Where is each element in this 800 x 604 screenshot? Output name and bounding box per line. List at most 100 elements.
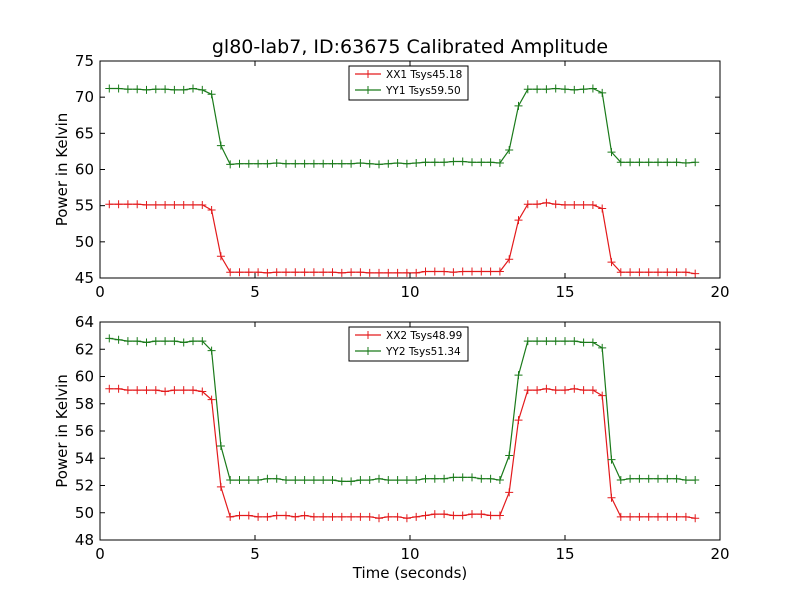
bottom-plot: 0 5 10 15 20 48 50 52 54 56 58 60 62 64 Power in Kelv… — [53, 313, 730, 582]
bottom-series-2-point — [216, 441, 225, 450]
bottom-series-2-point — [672, 474, 681, 483]
bottom-series-2-point — [170, 337, 179, 346]
top-series-1-point — [449, 268, 458, 277]
top-series-2-point — [282, 159, 290, 168]
top-series-2-point — [291, 159, 300, 168]
top-legend-xx1-marker — [364, 70, 372, 78]
top-series-1-point — [105, 200, 114, 209]
bottom-series-2-point — [644, 474, 653, 483]
bottom-series-1-point — [179, 386, 188, 395]
top-series-1-point — [114, 200, 123, 209]
bottom-series-2-point — [468, 473, 476, 482]
bottom-x-tick-label: 20 — [710, 545, 729, 563]
bottom-series-2-point — [402, 476, 411, 485]
top-series-2-point — [337, 159, 346, 168]
bottom-y-tick-label: 52 — [75, 477, 94, 495]
bottom-series-1-point — [626, 512, 635, 521]
top-series-1-point — [440, 267, 449, 276]
top-series-2-point — [105, 84, 114, 93]
top-series-2-point — [477, 158, 486, 167]
top-series-2-point — [356, 158, 365, 167]
top-plot: 0 5 10 15 20 45 50 55 60 65 70 75 Power in Kelvin X… — [53, 52, 730, 301]
top-series-2-point — [226, 160, 235, 169]
top-series-2-point — [458, 157, 467, 166]
bottom-series-2-point — [523, 337, 532, 346]
top-series-2-point — [691, 158, 700, 167]
top-series-2-point — [542, 85, 551, 94]
top-series-2-point — [393, 158, 402, 167]
bottom-series-1-point — [263, 512, 272, 521]
top-series-1-point — [365, 268, 374, 277]
bottom-series-1-point — [644, 512, 653, 521]
top-series-1-point — [300, 268, 309, 277]
top-series-1-point — [133, 200, 142, 209]
top-series-1-point — [458, 267, 467, 276]
bottom-series-1-point — [114, 384, 123, 393]
top-series-2-point — [495, 158, 504, 167]
top-series-2-point — [486, 158, 495, 167]
top-series-1-point — [244, 268, 253, 277]
top-series-2-point — [579, 85, 588, 94]
top-series-2-point — [654, 158, 662, 167]
top-series-2-point — [170, 85, 179, 94]
top-series-1-point — [421, 267, 430, 276]
bottom-series-1-point — [365, 512, 374, 521]
top-legend-yy1-marker — [364, 86, 372, 94]
bottom-series-2-point — [365, 476, 374, 485]
bottom-series-2-point — [570, 337, 579, 346]
bottom-x-tick-label: 0 — [95, 545, 105, 563]
bottom-series-2-point — [626, 474, 635, 483]
top-series-2-point — [402, 159, 411, 168]
top-series-1-point — [179, 200, 188, 209]
top-series-2-point — [133, 85, 142, 94]
top-series-1-point — [663, 268, 672, 277]
top-series-1-point — [691, 269, 700, 278]
bottom-series-2-point — [588, 338, 597, 347]
bottom-series-2-point — [319, 476, 328, 485]
bottom-y-tick-label: 50 — [75, 504, 94, 522]
bottom-series-2-point — [151, 337, 160, 346]
bottom-series-1-point — [607, 493, 616, 502]
bottom-series-1-point — [579, 386, 588, 395]
bottom-series-2-point — [635, 474, 644, 483]
top-series-2-point — [319, 159, 328, 168]
top-series-2-point — [551, 84, 560, 93]
bottom-series-1-point — [691, 514, 700, 523]
top-series-2-point — [412, 158, 421, 167]
bottom-series-1-point — [291, 512, 300, 521]
bottom-series-2-point — [142, 338, 151, 347]
top-plot-axes: 0 5 10 15 20 45 50 55 60 65 70 75 — [75, 52, 730, 301]
bottom-series-1-point — [375, 514, 383, 523]
top-series-1-point — [607, 258, 616, 267]
top-y-tick-label: 55 — [75, 197, 94, 215]
bottom-series-1-point — [477, 510, 486, 519]
top-series-1-point — [161, 200, 170, 209]
bottom-x-axis-label: Time (seconds) — [352, 564, 468, 582]
bottom-series-1-point — [616, 512, 625, 521]
bottom-series-1-point — [449, 511, 458, 520]
bottom-series-1-point — [588, 386, 597, 395]
bottom-series-1-point — [142, 386, 151, 395]
bottom-series-1-point — [123, 386, 132, 395]
bottom-series-1-point — [495, 511, 504, 520]
bottom-series-1-point — [216, 482, 225, 491]
top-series-2-point — [189, 84, 197, 93]
top-y-tick-label: 60 — [75, 161, 94, 179]
top-series-2-point — [347, 159, 356, 168]
bottom-series-1-point — [440, 510, 449, 519]
bottom-series-2-point — [282, 476, 290, 485]
bottom-series-2-point — [123, 337, 132, 346]
top-series-1-point — [486, 267, 495, 276]
top-series-1-point — [598, 204, 607, 213]
bottom-series-1-point — [328, 512, 337, 521]
top-y-tick-label: 75 — [75, 52, 94, 70]
top-series-1-point — [272, 268, 281, 277]
bottom-y-tick-label: 54 — [75, 449, 94, 467]
top-series-2-point — [421, 158, 430, 167]
bottom-series-2-point — [179, 338, 188, 347]
bottom-x-tick-label: 10 — [400, 545, 419, 563]
top-series-2-point — [384, 159, 393, 168]
top-series-1-point — [588, 200, 597, 209]
top-series-1-point — [542, 198, 551, 207]
